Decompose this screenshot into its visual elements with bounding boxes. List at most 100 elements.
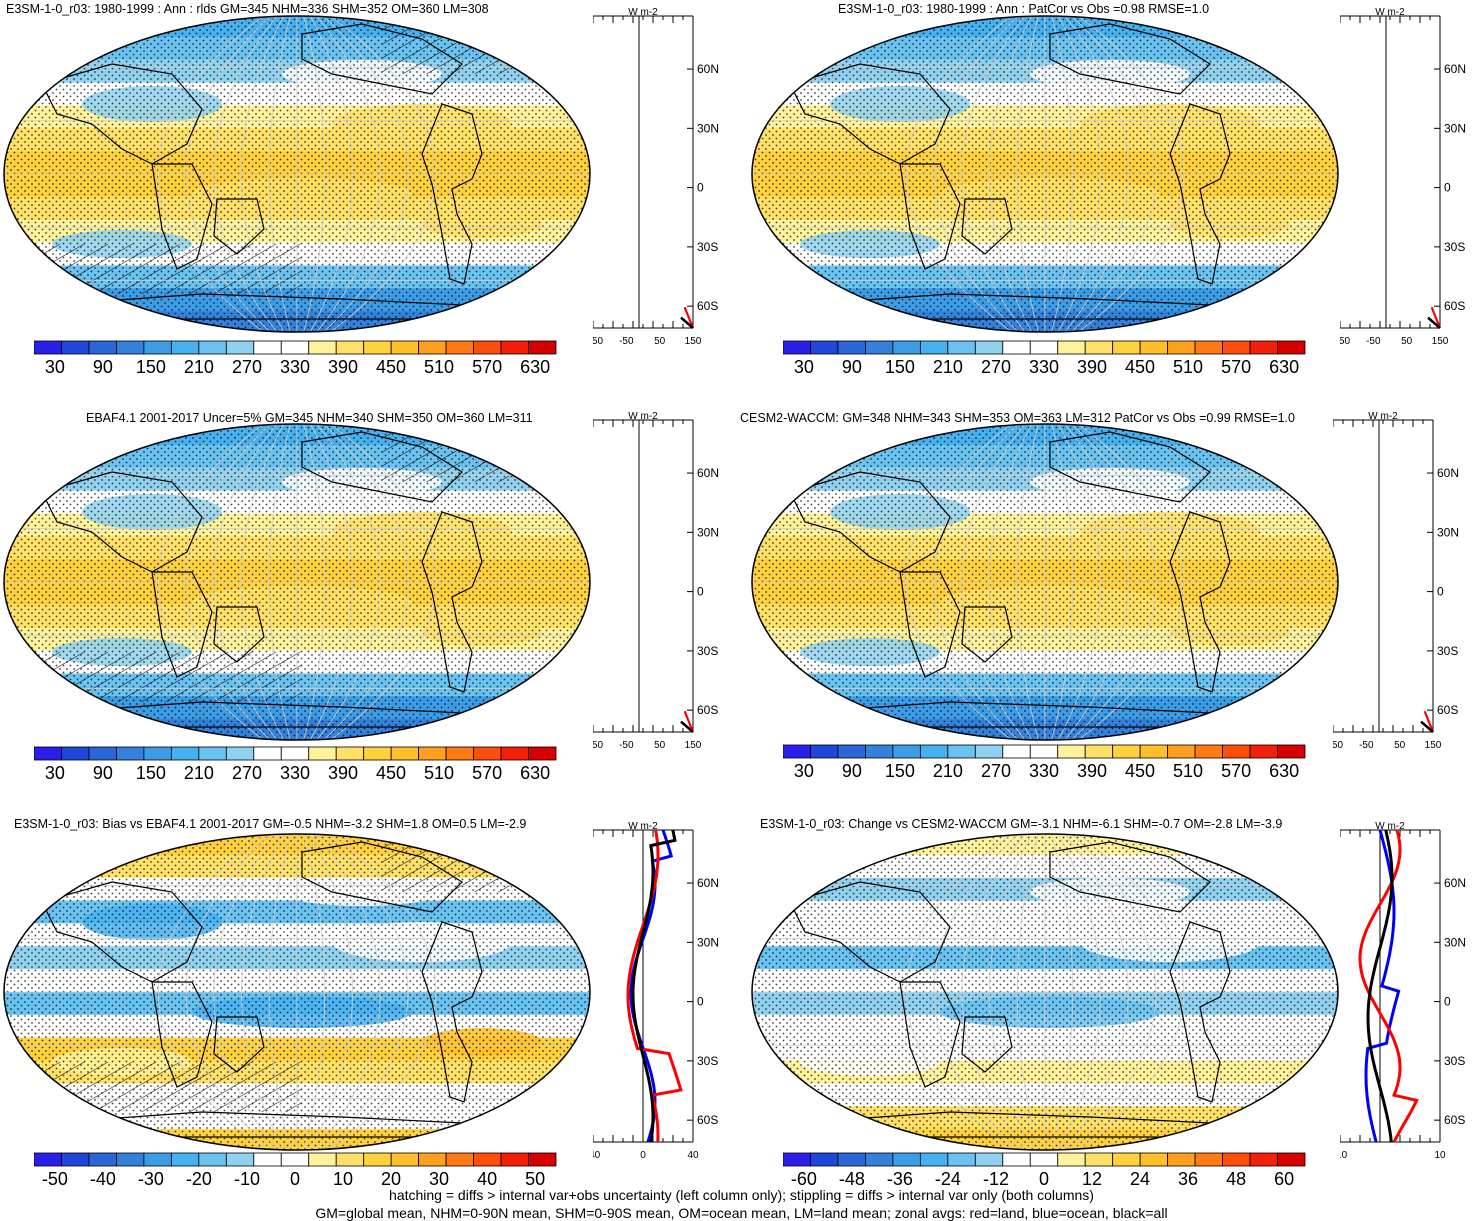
footer-line-2: GM=global mean, NHM=0-90N mean, SHM=0-90…: [315, 1205, 1168, 1221]
colorbar-tick-label: 570: [472, 357, 503, 377]
colorbar-tick-label: 510: [1173, 357, 1204, 377]
colorbar-tick-label: 390: [1076, 357, 1108, 377]
global-map: [3, 15, 591, 333]
colorbar-swatch: [810, 340, 839, 355]
colorbar-tick-label: 450: [1125, 761, 1156, 781]
colorbar-swatch: [783, 340, 811, 355]
colorbar-swatch: [528, 340, 557, 355]
zonal-tick-label: -50: [619, 336, 634, 347]
zonal-mean-plot: W m-2 60N 30N 0 30S 60S -150 -50 50 150: [1333, 412, 1459, 751]
colorbar-tick-label: -24: [934, 1169, 961, 1189]
latitude-label: 60N: [1444, 876, 1466, 890]
colorbar-tick-label: 210: [183, 357, 214, 377]
zonal-tick-label: 50: [1401, 336, 1413, 347]
colorbar-tick-label: 90: [841, 357, 862, 377]
colorbar-swatch: [335, 746, 365, 761]
colorbar-swatch: [1277, 744, 1306, 759]
zonal-tick-label: 150: [685, 740, 702, 751]
latitude-label: 30N: [697, 935, 719, 949]
colorbar-swatch: [1139, 340, 1169, 355]
colorbar-swatch: [1084, 340, 1114, 355]
colorbar-tick-label: 50: [525, 1169, 546, 1189]
zonal-tick-label: 50: [654, 740, 666, 751]
colorbar-swatch: [1167, 744, 1196, 759]
colorbar-tick-label: 90: [92, 763, 113, 783]
colorbar-swatch: [445, 746, 474, 761]
colorbar-swatch: [88, 746, 117, 761]
panel-title: EBAF4.1 2001-2017 Uncer=5% GM=345 NHM=34…: [86, 411, 533, 425]
colorbar-swatch: [1222, 1152, 1251, 1167]
panel-title: E3SM-1-0_r03: 1980-1999 : Ann : PatCor v…: [838, 2, 1210, 16]
colorbar-swatch: [363, 340, 392, 355]
colorbar-swatch: [473, 746, 502, 761]
colorbar-tick-label: 150: [884, 761, 915, 781]
colorbar-tick-label: 330: [1028, 357, 1060, 377]
zonal-tick-label: 150: [685, 336, 702, 347]
colorbar-swatch: [1139, 744, 1169, 759]
colorbar-swatch: [253, 746, 282, 761]
colorbar-swatch: [1222, 744, 1251, 759]
colorbar-swatch: [308, 746, 337, 761]
colorbar-swatch: [308, 340, 337, 355]
zonal-mean-curve: [1427, 316, 1441, 329]
colorbar-swatch: [1277, 1152, 1306, 1167]
colorbar-swatch: [198, 340, 227, 355]
colorbar-tick-label: 330: [279, 357, 311, 377]
colorbar-swatch: [143, 746, 172, 761]
colorbar-swatch: [473, 340, 502, 355]
colorbar-tick-label: 510: [1173, 761, 1204, 781]
zonal-tick-label: -150: [593, 336, 603, 347]
colorbar-swatch: [1194, 340, 1223, 355]
zonal-tick-label: -150: [1340, 336, 1350, 347]
colorbar-tick-label: -40: [89, 1169, 116, 1189]
colorbar-swatch: [61, 1152, 90, 1167]
latitude-label: 30S: [697, 1054, 718, 1068]
colorbar: [34, 340, 557, 355]
zonal-tick-label: 150: [1432, 336, 1449, 347]
colorbar-swatch: [143, 1152, 172, 1167]
colorbar-tick-label: 150: [135, 357, 166, 377]
colorbar-swatch: [1112, 744, 1141, 759]
colorbar-tick-label: 36: [1178, 1169, 1199, 1189]
colorbar-swatch: [445, 340, 474, 355]
colorbar: [783, 1152, 1306, 1167]
colorbar-tick-label: -12: [982, 1169, 1009, 1189]
colorbar: [34, 1152, 557, 1167]
global-map: [751, 833, 1339, 1151]
colorbar-swatch: [225, 746, 255, 761]
colorbar-swatch: [390, 1152, 420, 1167]
colorbar-swatch: [1057, 1152, 1086, 1167]
zonal-mean-curve: [680, 316, 694, 329]
zonal-tick-label: -40: [593, 1150, 601, 1161]
colorbar-swatch: [143, 340, 172, 355]
colorbar-tick-label: 510: [424, 357, 455, 377]
latitude-label: 30S: [697, 240, 718, 254]
colorbar-tick-label: -36: [886, 1169, 913, 1189]
zonal-tick-label: -150: [1333, 740, 1343, 751]
colorbar-tick-label: 10: [333, 1169, 354, 1189]
colorbar-swatch: [280, 1152, 310, 1167]
latitude-label: 0: [1444, 995, 1451, 1009]
colorbar-tick-label: 30: [44, 357, 65, 377]
colorbar-swatch: [1084, 744, 1114, 759]
colorbar-tick-label: 510: [424, 763, 455, 783]
colorbar-swatch: [947, 744, 976, 759]
colorbar-tick-label: 630: [1269, 357, 1300, 377]
panel-title: E3SM-1-0_r03: Change vs CESM2-WACCM GM=-…: [760, 817, 1283, 831]
colorbar-tick-label: 90: [92, 357, 113, 377]
colorbar-tick-label: 330: [1028, 761, 1060, 781]
colorbar-swatch: [34, 746, 62, 761]
colorbar-swatch: [418, 746, 447, 761]
colorbar-swatch: [116, 746, 145, 761]
colorbar-tick-label: 570: [472, 763, 503, 783]
colorbar-swatch: [225, 1152, 255, 1167]
zonal-tick-label: -50: [619, 740, 634, 751]
zonal-unit-label: W m-2: [1375, 822, 1405, 832]
colorbar-swatch: [198, 1152, 227, 1167]
latitude-label: 60N: [697, 62, 719, 76]
zonal-mean-curve: [1420, 720, 1434, 733]
colorbar-tick-label: 90: [841, 761, 862, 781]
colorbar-swatch: [390, 340, 420, 355]
colorbar-swatch: [947, 1152, 976, 1167]
colorbar-swatch: [1112, 340, 1141, 355]
